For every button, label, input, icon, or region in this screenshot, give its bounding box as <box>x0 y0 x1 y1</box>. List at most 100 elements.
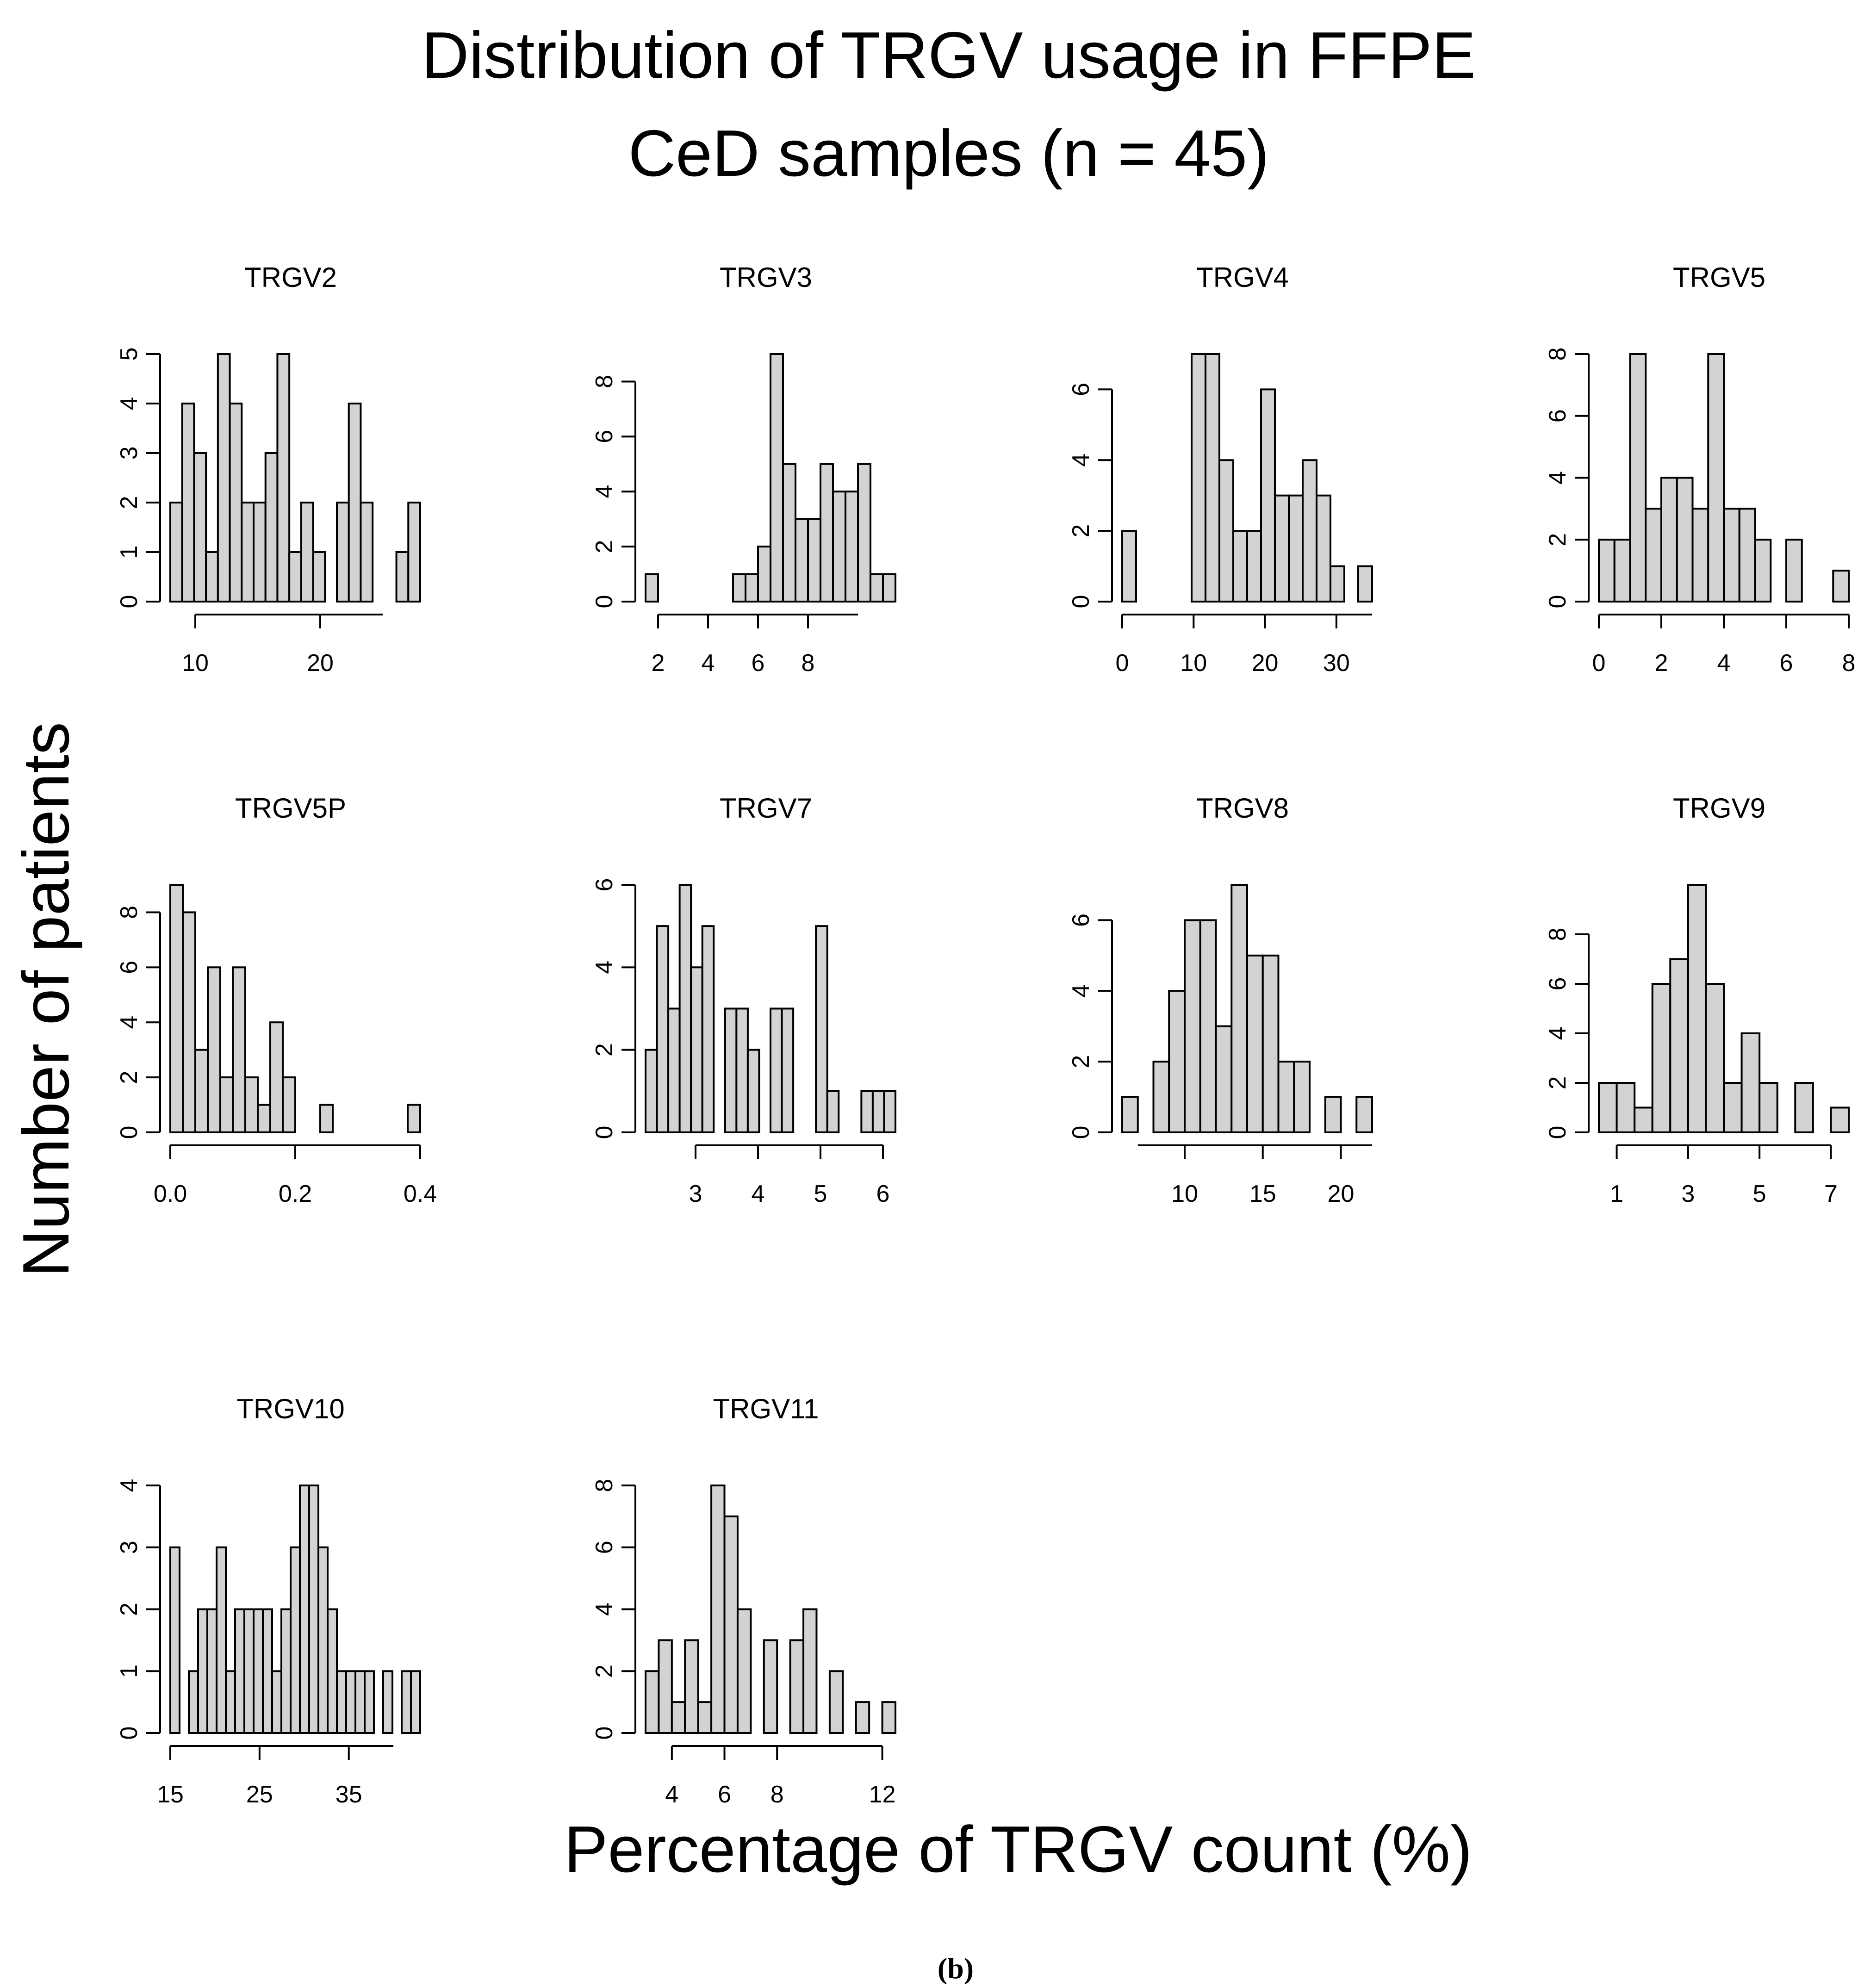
y-tick-label: 2 <box>1068 1055 1094 1069</box>
histogram-bar <box>748 1050 759 1132</box>
y-tick-label: 3 <box>116 1541 143 1554</box>
histogram-bar <box>1122 531 1136 602</box>
y-tick-label: 4 <box>591 485 618 498</box>
histogram-bar <box>725 1009 737 1133</box>
y-tick-label: 0 <box>591 1126 618 1139</box>
histogram-bar <box>402 1671 411 1733</box>
histogram-bar <box>1653 984 1671 1132</box>
histogram-bar <box>845 491 858 602</box>
x-tick-label: 6 <box>876 1180 890 1207</box>
y-tick-label: 2 <box>1544 1076 1571 1090</box>
histogram-bar <box>235 1609 244 1733</box>
x-tick-label: 20 <box>307 650 334 677</box>
figure-y-axis-label: Number of patients <box>9 722 83 1277</box>
y-tick-label: 2 <box>1068 524 1094 538</box>
histogram-bar <box>328 1609 337 1733</box>
histogram-bar <box>1261 389 1275 602</box>
x-tick-label: 15 <box>1249 1180 1276 1207</box>
histogram-bar <box>301 503 313 602</box>
histogram-bar <box>1356 1097 1372 1132</box>
x-tick-label: 20 <box>1328 1180 1355 1207</box>
histogram-bar <box>1724 1083 1742 1132</box>
y-tick-label: 4 <box>116 397 143 410</box>
figure-title-line2: CeD samples (n = 45) <box>628 117 1269 190</box>
y-tick-label: 0 <box>1068 1126 1094 1139</box>
histogram-bar <box>1831 1108 1849 1133</box>
histogram-bar <box>1755 540 1771 602</box>
histogram-bar <box>383 1671 392 1733</box>
histogram-bar <box>733 574 746 602</box>
histogram-bar <box>266 453 278 602</box>
histogram-bar <box>194 453 206 602</box>
x-tick-label: 1 <box>1610 1180 1623 1207</box>
histogram-bar <box>1279 1062 1294 1132</box>
x-tick-label: 5 <box>1753 1180 1766 1207</box>
histogram-bar <box>1200 920 1216 1132</box>
histogram-bar <box>189 1671 198 1733</box>
y-tick-label: 2 <box>1544 533 1571 547</box>
histogram-bar <box>771 1009 782 1133</box>
panel-title: TRGV9 <box>1673 793 1765 824</box>
histogram-bar <box>242 503 254 602</box>
histogram-bar <box>198 1609 207 1733</box>
y-tick-label: 6 <box>591 1541 618 1554</box>
histogram-bar <box>244 1609 254 1733</box>
histogram-bar <box>1599 1083 1617 1132</box>
histogram-bar <box>883 574 895 602</box>
y-tick-label: 0 <box>591 595 618 609</box>
panel-title: TRGV5P <box>235 793 346 824</box>
histogram-bar <box>1122 1097 1138 1132</box>
histogram-bar <box>337 1671 346 1733</box>
histogram-bar <box>233 967 245 1132</box>
histogram-bar <box>1708 354 1724 602</box>
histogram-bar <box>746 574 758 602</box>
histogram-bar <box>856 1702 869 1733</box>
histogram-bar <box>1216 1026 1232 1132</box>
figure-title-line1: Distribution of TRGV usage in FFPE <box>422 19 1476 92</box>
figure-canvas: Distribution of TRGV usage in FFPE CeD s… <box>0 0 1858 1988</box>
y-tick-label: 6 <box>1544 977 1571 991</box>
histogram-bar <box>680 885 691 1132</box>
histogram-bar <box>258 1105 270 1132</box>
y-tick-label: 0 <box>1544 1126 1571 1139</box>
x-tick-label: 6 <box>752 650 765 677</box>
histogram-bar <box>408 503 420 602</box>
histogram-bar <box>1303 460 1317 602</box>
histogram-bar <box>685 1640 698 1733</box>
histogram-bar <box>1706 984 1724 1132</box>
x-tick-label: 7 <box>1824 1180 1838 1207</box>
histogram-bar <box>207 1609 217 1733</box>
histogram-bar <box>736 1009 748 1133</box>
y-tick-label: 0 <box>1068 595 1094 609</box>
histogram-bar <box>355 1671 365 1733</box>
histogram-bar <box>182 404 194 602</box>
histogram-bar <box>820 464 833 602</box>
histogram-bar <box>318 1547 328 1733</box>
y-tick-label: 8 <box>591 375 618 388</box>
figure-x-axis-label: Percentage of TRGV count (%) <box>564 1813 1473 1886</box>
histogram-bar <box>1677 478 1693 602</box>
histogram-bar <box>711 1485 724 1733</box>
panel-title: TRGV11 <box>713 1393 819 1424</box>
histogram-bar <box>1646 509 1661 602</box>
x-tick-label: 20 <box>1252 650 1279 677</box>
y-tick-label: 4 <box>1544 1027 1571 1040</box>
histogram-bar <box>1219 460 1233 602</box>
x-tick-label: 10 <box>1171 1180 1198 1207</box>
histogram-bar <box>411 1671 420 1733</box>
histogram-bar <box>1192 354 1206 602</box>
histogram-bar <box>291 1547 300 1733</box>
histogram-bar <box>646 574 658 602</box>
x-tick-label: 0.2 <box>279 1180 312 1207</box>
histogram-bar <box>790 1640 803 1733</box>
y-tick-label: 6 <box>591 878 618 892</box>
y-tick-label: 6 <box>116 961 143 974</box>
histogram-bar <box>300 1485 309 1733</box>
histogram-bar <box>337 503 349 602</box>
y-tick-label: 4 <box>1068 454 1094 467</box>
histogram-bar <box>1759 1083 1777 1132</box>
y-tick-label: 5 <box>116 348 143 361</box>
histogram-bar <box>795 519 808 602</box>
y-tick-label: 2 <box>591 540 618 553</box>
y-tick-label: 4 <box>116 1479 143 1492</box>
